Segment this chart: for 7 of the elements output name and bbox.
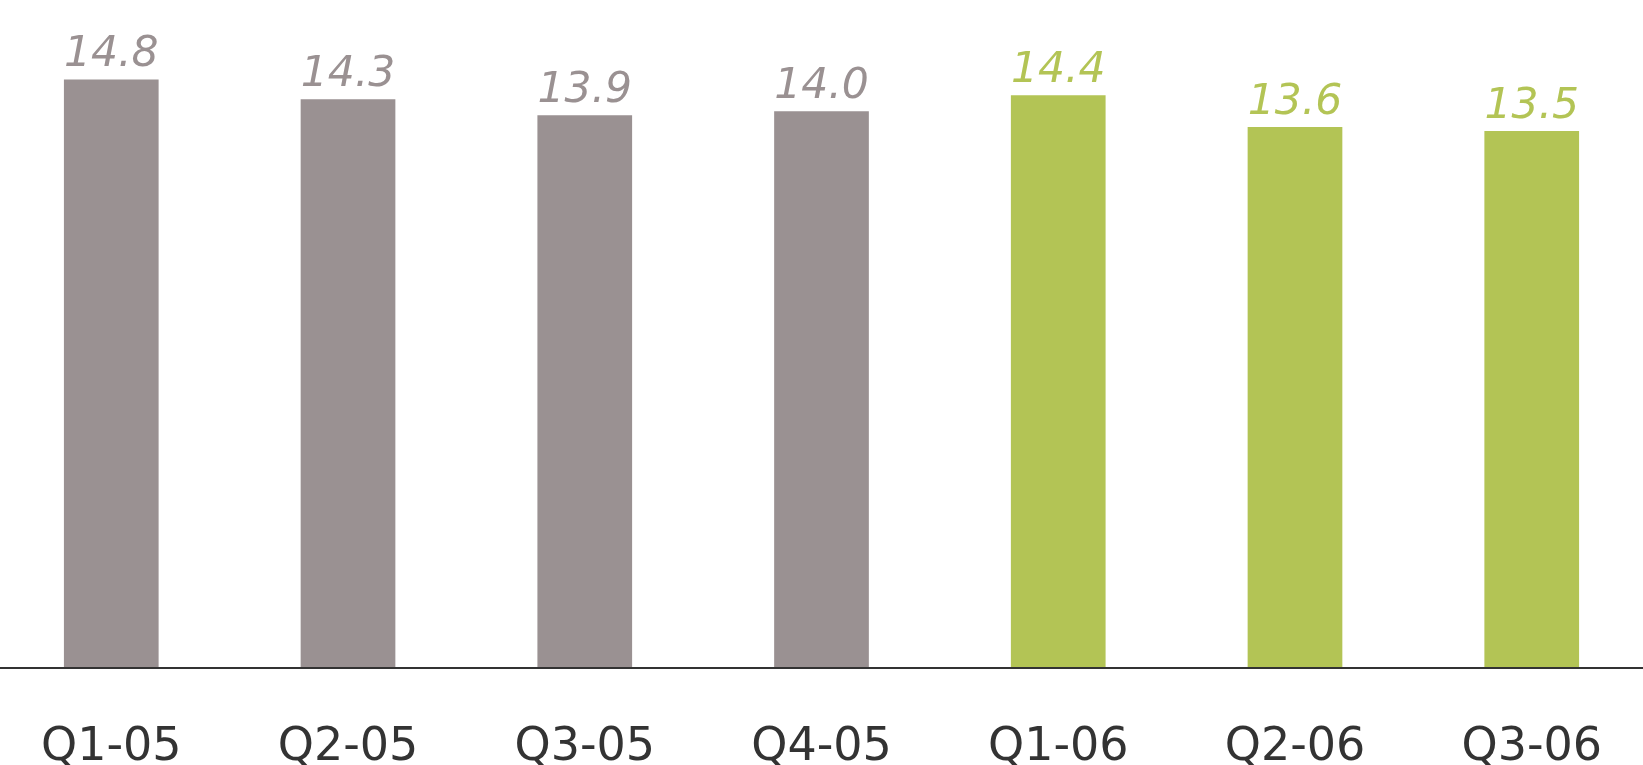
data-label: 14.4 <box>1010 43 1106 93</box>
data-label: 14.0 <box>774 58 869 108</box>
data-label: 14.3 <box>300 47 396 97</box>
data-label: 13.9 <box>537 62 633 112</box>
data-label: 14.8 <box>63 27 159 77</box>
data-label: 13.5 <box>1484 78 1580 128</box>
data-label: 13.6 <box>1247 74 1343 124</box>
